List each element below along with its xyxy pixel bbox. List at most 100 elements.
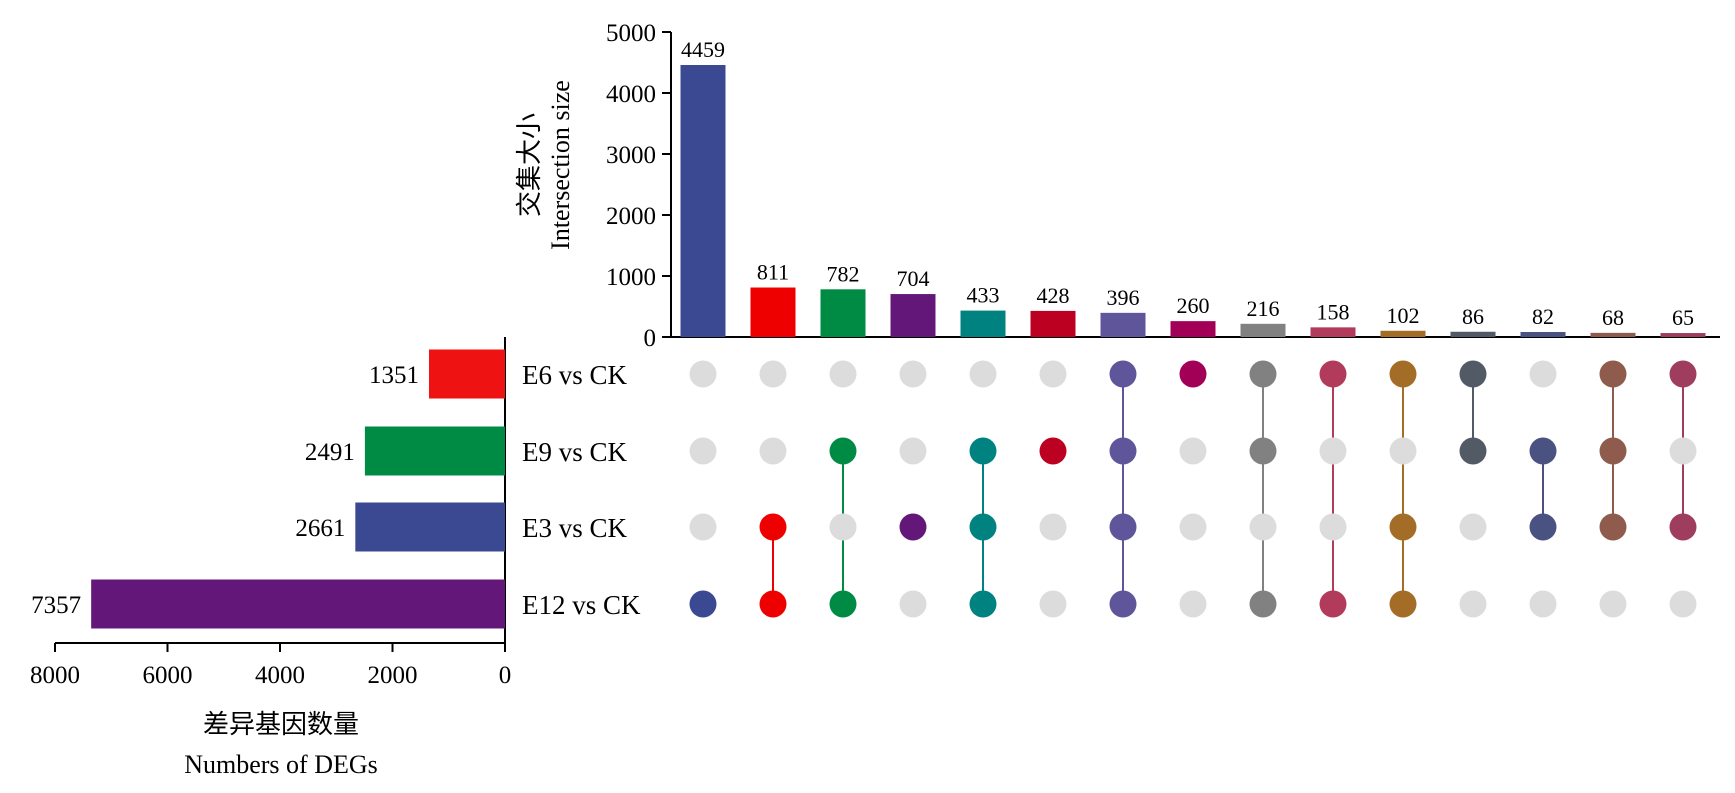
intersection-size-tick-label: 0 xyxy=(644,325,657,352)
matrix-dot-inactive xyxy=(689,513,717,541)
intersection-size-axis-title-en: Intersection size xyxy=(546,80,575,250)
intersection-size-tick-label: 1000 xyxy=(606,264,656,291)
intersection-bar xyxy=(890,294,936,337)
matrix-dot-inactive xyxy=(689,360,717,388)
matrix-dot-active xyxy=(1529,513,1557,541)
matrix-dot-active xyxy=(899,513,927,541)
matrix-dot-inactive xyxy=(759,360,787,388)
intersection-bar-label: 86 xyxy=(1462,304,1484,329)
matrix-dot-active xyxy=(1529,437,1557,465)
set-label: E9 vs CK xyxy=(522,437,628,467)
matrix-dot-inactive xyxy=(1459,513,1487,541)
matrix-dot-active xyxy=(759,590,787,618)
intersection-bar xyxy=(1030,310,1076,337)
set-size-bar xyxy=(355,502,505,552)
set-label: E6 vs CK xyxy=(522,360,628,390)
matrix-dot-active xyxy=(1599,513,1627,541)
intersection-bar xyxy=(1380,330,1426,337)
intersection-size-tick-label: 5000 xyxy=(606,20,656,47)
matrix-dot-active xyxy=(1389,590,1417,618)
matrix-dot-active xyxy=(1669,513,1697,541)
intersection-bar-label: 782 xyxy=(827,261,860,286)
matrix-dot-inactive xyxy=(899,360,927,388)
set-size-axis-title-en: Numbers of DEGs xyxy=(184,750,378,779)
intersection-bar-label: 158 xyxy=(1317,299,1350,324)
matrix-dot-active xyxy=(969,437,997,465)
matrix-dot-inactive xyxy=(1319,437,1347,465)
matrix-dot-active xyxy=(969,513,997,541)
intersection-bar-label: 68 xyxy=(1602,305,1624,330)
matrix-dot-active xyxy=(1459,437,1487,465)
matrix-dot-inactive xyxy=(829,360,857,388)
intersection-bar-label: 704 xyxy=(897,266,930,291)
matrix-dot-active xyxy=(1109,513,1137,541)
intersection-bar xyxy=(1100,312,1146,337)
matrix-dot-inactive xyxy=(1599,590,1627,618)
matrix-dot-inactive xyxy=(1179,513,1207,541)
set-label: E12 vs CK xyxy=(522,590,641,620)
set-size-tick-label: 0 xyxy=(499,662,512,689)
matrix-dot-active xyxy=(1459,360,1487,388)
matrix-dot-active xyxy=(1669,360,1697,388)
matrix-dot-inactive xyxy=(899,590,927,618)
intersection-bar xyxy=(1520,331,1566,337)
intersection-bar-label: 428 xyxy=(1037,283,1070,308)
matrix-dot-inactive xyxy=(969,360,997,388)
matrix-dot-active xyxy=(1179,360,1207,388)
intersection-bar xyxy=(1590,332,1636,337)
matrix-dot-active xyxy=(1319,360,1347,388)
matrix-dot-active xyxy=(1109,590,1137,618)
matrix-dot-inactive xyxy=(1669,590,1697,618)
set-size-bar xyxy=(91,579,505,629)
intersection-bar xyxy=(680,65,726,337)
matrix-dot-inactive xyxy=(1459,590,1487,618)
matrix-dot-active xyxy=(829,437,857,465)
set-size-tick-label: 6000 xyxy=(143,662,193,689)
set-size-bar-label: 1351 xyxy=(369,362,419,389)
intersection-size-tick-label: 2000 xyxy=(606,203,656,230)
matrix-dot-inactive xyxy=(1529,590,1557,618)
matrix-dot-inactive xyxy=(759,437,787,465)
matrix-dot-active xyxy=(1599,360,1627,388)
matrix-dot-inactive xyxy=(1039,590,1067,618)
matrix-dot-active xyxy=(1599,437,1627,465)
intersection-bar xyxy=(1170,321,1216,337)
intersection-size-tick-label: 4000 xyxy=(606,81,656,108)
matrix-dot-inactive xyxy=(1179,590,1207,618)
matrix-dot-active xyxy=(1249,437,1277,465)
matrix-dot-inactive xyxy=(899,437,927,465)
intersection-size-axis-title-cn: 交集大小 xyxy=(515,113,544,217)
intersection-bar xyxy=(960,310,1006,337)
set-size-tick-label: 8000 xyxy=(30,662,80,689)
matrix-dot-active xyxy=(759,513,787,541)
intersection-bar-label: 216 xyxy=(1247,296,1280,321)
intersection-size-axis-title: 交集大小 Intersection size xyxy=(515,80,575,250)
set-size-bar-label: 2491 xyxy=(305,439,355,466)
intersection-bar-label: 102 xyxy=(1387,303,1420,328)
intersection-bar-label: 65 xyxy=(1672,305,1694,330)
matrix-dot-active xyxy=(829,590,857,618)
matrix-dot-inactive xyxy=(1389,437,1417,465)
matrix-dot-inactive xyxy=(689,437,717,465)
intersection-bar xyxy=(1240,323,1286,337)
matrix-dot-inactive xyxy=(1039,360,1067,388)
intersection-bar xyxy=(750,287,796,337)
intersection-bar xyxy=(820,289,866,337)
matrix-dot-active xyxy=(969,590,997,618)
intersection-bar xyxy=(1450,331,1496,337)
intersection-bar-label: 811 xyxy=(757,260,789,285)
matrix-dot-active xyxy=(1109,437,1137,465)
matrix-dot-inactive xyxy=(1179,437,1207,465)
set-size-bar-label: 2661 xyxy=(295,515,345,542)
intersection-bar xyxy=(1310,327,1356,337)
matrix-dot-active xyxy=(1389,513,1417,541)
intersection-bar-label: 433 xyxy=(967,283,1000,308)
set-size-tick-label: 2000 xyxy=(368,662,418,689)
matrix-dot-active xyxy=(1319,590,1347,618)
intersection-bar-label: 82 xyxy=(1532,304,1554,329)
intersection-bar-label: 4459 xyxy=(681,37,725,62)
matrix-dot-inactive xyxy=(829,513,857,541)
intersection-bar-label: 396 xyxy=(1107,285,1140,310)
intersection-bar xyxy=(1660,333,1706,337)
